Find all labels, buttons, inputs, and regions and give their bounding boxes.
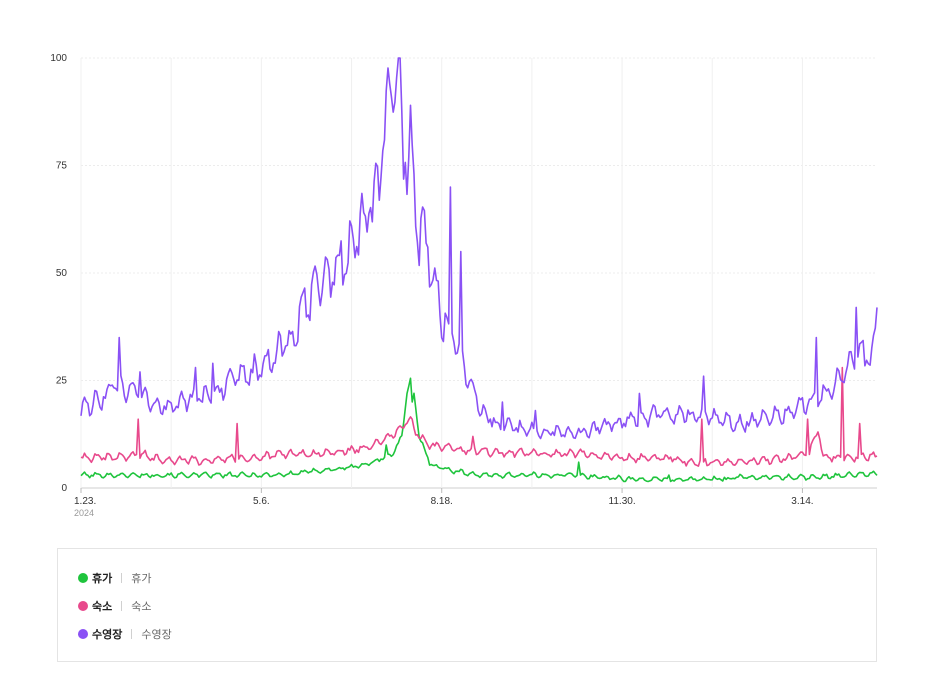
x-tick-label: 3.14. (791, 496, 813, 507)
legend-series-name: 수영장 (92, 628, 123, 641)
series-line-0 (80, 377, 878, 483)
y-tick-label: 100 (50, 53, 67, 64)
x-tick-label: 11.30. (609, 496, 636, 507)
legend-item-lodging[interactable]: 숙소 숙소 (78, 598, 152, 614)
y-tick-label: 25 (56, 376, 68, 387)
chart-grid (80, 57, 877, 489)
legend-series-desc: 휴가 (131, 572, 152, 585)
y-axis: 0 25 50 75 100 (50, 53, 67, 494)
legend-color-dot (78, 601, 88, 611)
legend-separator (121, 573, 123, 583)
legend-separator (131, 629, 133, 639)
x-tick-label: 1.23. (74, 496, 96, 507)
legend-series-desc: 숙소 (131, 600, 152, 613)
legend-series-desc: 수영장 (141, 628, 172, 641)
y-tick-label: 75 (56, 161, 68, 172)
line-chart: 0 25 50 75 100 1.23.2024 5.6. 8.18. 11.30. 3.14. (50, 53, 878, 518)
y-tick-label: 50 (56, 268, 68, 279)
legend-color-dot (78, 573, 88, 583)
legend-series-name: 휴가 (92, 572, 113, 585)
x-tick-label: 8.18. (431, 496, 453, 507)
legend-item-pool[interactable]: 수영장 수영장 (78, 626, 172, 642)
legend-color-dot (78, 629, 88, 639)
y-tick-label: 0 (61, 483, 67, 494)
x-axis: 1.23.2024 5.6. 8.18. 11.30. 3.14. (74, 488, 814, 518)
x-tick-label: 5.6. (253, 496, 270, 507)
chart-legend: 휴가 휴가 숙소 숙소 수영장 수영장 (57, 548, 877, 662)
series-line-2 (80, 57, 878, 440)
chart-series (80, 57, 878, 483)
legend-separator (121, 601, 123, 611)
legend-series-name: 숙소 (92, 600, 113, 613)
x-tick-year: 2024 (74, 508, 94, 518)
legend-item-vacation[interactable]: 휴가 휴가 (78, 570, 152, 586)
series-line-1 (80, 366, 878, 467)
